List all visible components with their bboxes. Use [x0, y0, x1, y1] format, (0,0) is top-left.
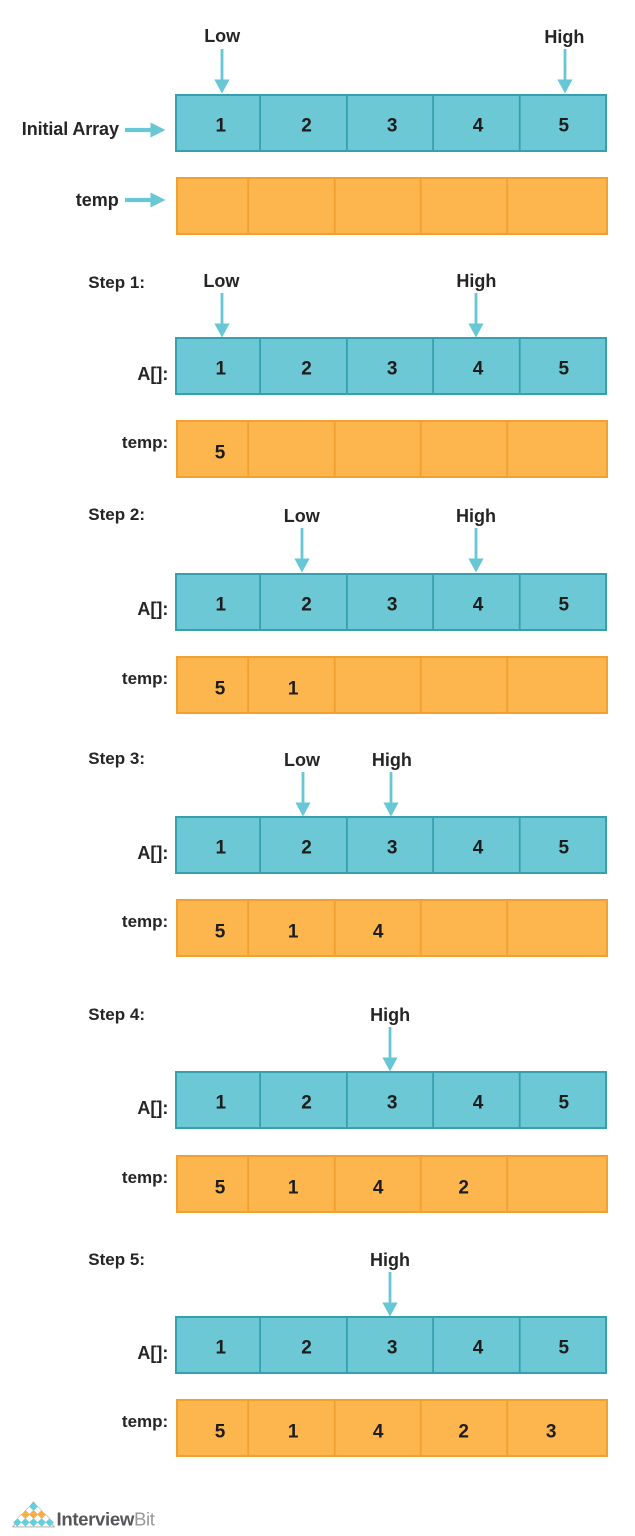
svg-text:5: 5 [215, 922, 226, 943]
svg-text:1: 1 [216, 359, 227, 380]
svg-text:5: 5 [215, 443, 226, 464]
svg-text:5: 5 [215, 1422, 226, 1443]
svg-text:5: 5 [559, 594, 570, 615]
svg-text:1: 1 [216, 115, 227, 136]
svg-text:5: 5 [559, 359, 570, 380]
svg-text:4: 4 [373, 1178, 384, 1199]
svg-text:1: 1 [216, 594, 227, 615]
svg-text:5: 5 [559, 115, 570, 136]
svg-text:4: 4 [473, 359, 484, 380]
svg-text:2: 2 [459, 1422, 470, 1443]
svg-text:3: 3 [387, 359, 398, 380]
svg-text:5: 5 [559, 838, 570, 859]
svg-text:3: 3 [387, 115, 398, 136]
svg-text:3: 3 [387, 1093, 398, 1114]
svg-text:4: 4 [473, 594, 484, 615]
svg-text:1: 1 [288, 678, 299, 699]
svg-text:3: 3 [387, 838, 398, 859]
svg-text:1: 1 [288, 1178, 299, 1199]
svg-text:2: 2 [302, 838, 313, 859]
svg-text:4: 4 [473, 838, 484, 859]
svg-text:2: 2 [302, 594, 313, 615]
svg-text:3: 3 [546, 1422, 557, 1443]
svg-text:2: 2 [302, 359, 313, 380]
svg-text:1: 1 [216, 1093, 227, 1114]
svg-text:4: 4 [373, 1422, 384, 1443]
svg-text:1: 1 [288, 1422, 299, 1443]
svg-text:5: 5 [215, 1178, 226, 1199]
svg-text:4: 4 [473, 1093, 484, 1114]
svg-text:1: 1 [216, 1338, 227, 1359]
svg-text:1: 1 [288, 922, 299, 943]
svg-text:3: 3 [387, 1338, 398, 1359]
svg-text:1: 1 [216, 838, 227, 859]
svg-text:InterviewBit: InterviewBit [57, 1509, 156, 1530]
svg-text:4: 4 [473, 115, 484, 136]
svg-text:3: 3 [387, 594, 398, 615]
svg-text:4: 4 [373, 922, 384, 943]
svg-text:2: 2 [302, 1338, 313, 1359]
svg-text:5: 5 [559, 1338, 570, 1359]
svg-text:5: 5 [215, 678, 226, 699]
svg-text:4: 4 [473, 1338, 484, 1359]
svg-text:2: 2 [302, 115, 313, 136]
svg-text:5: 5 [559, 1093, 570, 1114]
svg-text:2: 2 [459, 1178, 470, 1199]
svg-text:2: 2 [302, 1093, 313, 1114]
